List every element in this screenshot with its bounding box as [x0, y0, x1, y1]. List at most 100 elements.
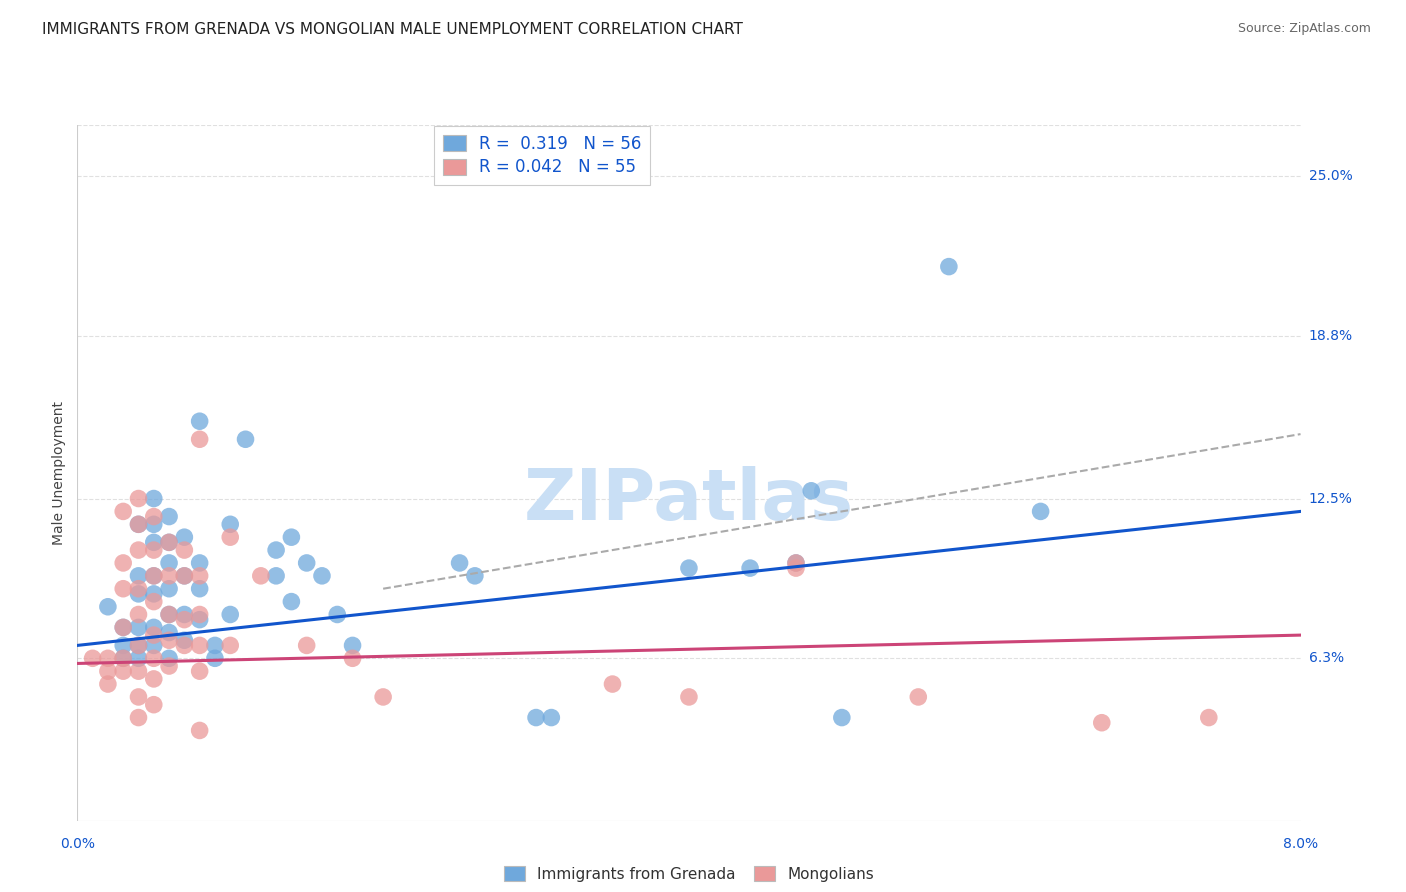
Point [173, 613, 195, 627]
Text: ZIPatlas: ZIPatlas [524, 467, 853, 535]
Point [142, 651, 165, 665]
Point [188, 613, 211, 627]
Point [97, 677, 120, 691]
Point [204, 651, 226, 665]
Point [112, 639, 135, 653]
Point [219, 639, 242, 653]
Point [188, 432, 211, 446]
Point [112, 620, 135, 634]
Point [219, 517, 242, 532]
Point [157, 569, 180, 583]
Point [157, 625, 180, 640]
Point [127, 690, 149, 704]
Point [280, 530, 302, 544]
Point [127, 639, 149, 653]
Text: 18.8%: 18.8% [1309, 329, 1353, 343]
Point [142, 491, 165, 506]
Point [127, 651, 149, 665]
Text: Source: ZipAtlas.com: Source: ZipAtlas.com [1237, 22, 1371, 36]
Point [250, 569, 273, 583]
Point [1091, 715, 1114, 730]
Text: IMMIGRANTS FROM GRENADA VS MONGOLIAN MALE UNEMPLOYMENT CORRELATION CHART: IMMIGRANTS FROM GRENADA VS MONGOLIAN MAL… [42, 22, 742, 37]
Point [785, 556, 807, 570]
Point [142, 587, 165, 601]
Point [157, 633, 180, 648]
Point [800, 483, 823, 498]
Point [264, 543, 287, 558]
Point [907, 690, 929, 704]
Point [188, 607, 211, 622]
Point [219, 607, 242, 622]
Point [142, 543, 165, 558]
Point [112, 556, 135, 570]
Point [188, 664, 211, 678]
Point [127, 607, 149, 622]
Point [326, 607, 349, 622]
Point [127, 517, 149, 532]
Point [142, 698, 165, 712]
Point [142, 628, 165, 642]
Y-axis label: Male Unemployment: Male Unemployment [52, 401, 66, 545]
Point [173, 639, 195, 653]
Point [82, 651, 104, 665]
Point [157, 535, 180, 549]
Point [188, 582, 211, 596]
Point [188, 556, 211, 570]
Point [157, 535, 180, 549]
Point [311, 569, 333, 583]
Point [112, 651, 135, 665]
Point [142, 569, 165, 583]
Point [142, 620, 165, 634]
Point [127, 517, 149, 532]
Point [173, 569, 195, 583]
Point [785, 561, 807, 575]
Point [173, 607, 195, 622]
Point [97, 599, 120, 614]
Point [127, 569, 149, 583]
Point [464, 569, 486, 583]
Point [371, 690, 394, 704]
Point [678, 690, 700, 704]
Text: 6.3%: 6.3% [1309, 651, 1344, 665]
Text: 8.0%: 8.0% [1284, 837, 1317, 851]
Point [449, 556, 471, 570]
Point [142, 569, 165, 583]
Text: 12.5%: 12.5% [1309, 491, 1353, 506]
Point [188, 569, 211, 583]
Point [142, 639, 165, 653]
Point [112, 620, 135, 634]
Point [157, 651, 180, 665]
Point [1198, 710, 1220, 724]
Point [342, 651, 364, 665]
Point [127, 491, 149, 506]
Point [112, 651, 135, 665]
Point [127, 639, 149, 653]
Point [235, 432, 257, 446]
Point [188, 414, 211, 428]
Point [157, 582, 180, 596]
Point [295, 639, 318, 653]
Point [157, 556, 180, 570]
Point [264, 569, 287, 583]
Point [157, 607, 180, 622]
Point [127, 620, 149, 634]
Point [157, 659, 180, 673]
Point [280, 594, 302, 608]
Point [740, 561, 762, 575]
Point [831, 710, 853, 724]
Point [97, 651, 120, 665]
Point [173, 569, 195, 583]
Point [188, 639, 211, 653]
Point [112, 504, 135, 518]
Point [295, 556, 318, 570]
Point [219, 530, 242, 544]
Point [678, 561, 700, 575]
Point [142, 535, 165, 549]
Point [142, 672, 165, 686]
Point [173, 543, 195, 558]
Text: 0.0%: 0.0% [60, 837, 94, 851]
Point [127, 664, 149, 678]
Point [602, 677, 624, 691]
Point [157, 509, 180, 524]
Point [142, 517, 165, 532]
